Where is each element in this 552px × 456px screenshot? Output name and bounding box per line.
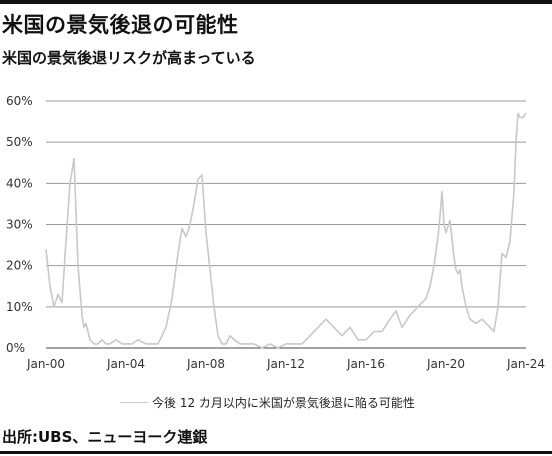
y-tick-label: 50%	[6, 135, 33, 149]
y-tick-label: 10%	[6, 300, 33, 314]
line-chart: 0% 10% 20% 30% 40% 50% 60% Jan-00 Jan-04 Jan-08 Ja…	[6, 94, 545, 371]
page-title: 米国の景気後退の可能性	[2, 13, 239, 37]
legend-line-swatch	[120, 401, 148, 403]
x-tick-label: Jan-12	[266, 357, 305, 371]
x-tick-label: Jan-04	[106, 357, 145, 371]
series-line	[45, 112, 527, 349]
y-tick-label: 0%	[6, 341, 25, 355]
top-rule	[0, 0, 552, 4]
x-tick-label: Jan-00	[26, 357, 65, 371]
x-tick-label: Jan-24	[506, 357, 545, 371]
x-tick-label: Jan-16	[346, 357, 385, 371]
page-subtitle: 米国の景気後退リスクが高まっている	[2, 49, 256, 67]
y-tick-label: 30%	[6, 218, 33, 232]
y-tick-label: 20%	[6, 259, 33, 273]
y-tick-label: 40%	[6, 176, 33, 190]
source-note: 出所:UBS、ニューヨーク連銀	[2, 428, 208, 446]
y-tick-label: 60%	[6, 94, 33, 108]
x-tick-label: Jan-08	[186, 357, 225, 371]
x-tick-label: Jan-20	[426, 357, 465, 371]
legend-label: 今後 12 カ月以内に米国が景気後退に陥る可能性	[152, 395, 415, 410]
chart-legend: 今後 12 カ月以内に米国が景気後退に陥る可能性	[120, 392, 415, 412]
bottom-rule	[0, 451, 552, 454]
